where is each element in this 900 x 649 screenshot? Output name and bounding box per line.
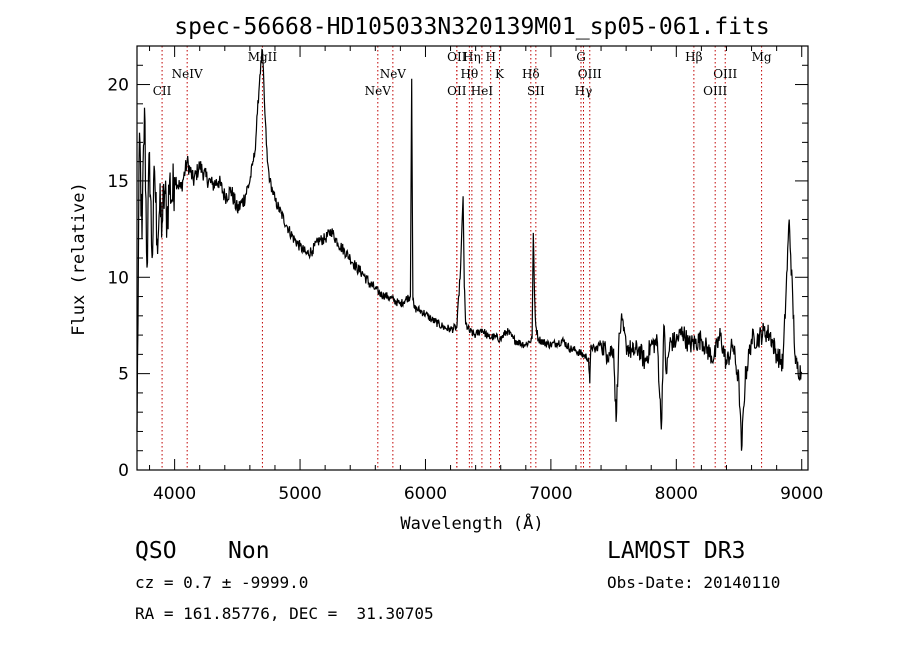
y-axis-label: Flux (relative) [69, 182, 89, 336]
x-tick-label: 7000 [529, 484, 572, 504]
x-tick-label: 4000 [153, 484, 196, 504]
x-tick-label: 5000 [278, 484, 321, 504]
y-tick-label: 10 [107, 268, 129, 288]
line-marker-label: OIII [578, 67, 602, 81]
object-class: QSO [135, 538, 177, 564]
y-tick-label: 0 [118, 461, 129, 481]
obs-date: Obs-Date: 20140110 [607, 573, 781, 592]
line-marker-label: SII [527, 84, 545, 98]
y-tick-label: 15 [107, 172, 129, 192]
line-marker-label: Hθ [461, 67, 479, 81]
object-subclass: Non [228, 538, 270, 564]
plot-frame [136, 45, 809, 471]
line-marker-label: HeI [471, 84, 494, 98]
survey-name: LAMOST DR3 [607, 538, 746, 564]
line-marker-label: NeIV [172, 67, 203, 81]
line-marker-label: NeV [365, 84, 392, 98]
x-tick-label: 8000 [655, 484, 698, 504]
redshift-info: cz = 0.7 ± -9999.0 [135, 573, 309, 592]
x-tick-label: 9000 [780, 484, 823, 504]
axes: 4000 5000 6000 7000 8000 9000 0 5 10 15 20 [107, 45, 823, 504]
line-marker-label: OII [447, 50, 467, 64]
line-marker-label: Hβ [685, 50, 702, 64]
chart-title: spec-56668-HD105033N320139M01_sp05-061.f… [174, 14, 769, 40]
line-marker-label: Hη [463, 50, 481, 64]
line-marker-label: OIII [713, 67, 737, 81]
line-marker-label: H [485, 50, 495, 64]
y-tick-label: 5 [118, 365, 129, 385]
line-marker-label: OIII [703, 84, 727, 98]
spectrum-line [136, 48, 803, 451]
x-axis-label: Wavelength (Å) [400, 512, 543, 534]
x-tick-label: 6000 [404, 484, 447, 504]
coordinates-info: RA = 161.85776, DEC = 31.30705 [135, 604, 434, 623]
line-marker-label: G [576, 50, 586, 64]
line-marker-label: Mg [752, 50, 772, 64]
line-marker-label: CII [153, 84, 172, 98]
line-marker-label: Hδ [522, 67, 540, 81]
line-marker-label: K [495, 67, 505, 81]
line-marker-label: OII [447, 84, 467, 98]
line-marker-label: Hγ [575, 84, 593, 98]
line-marker-label: NeV [380, 67, 407, 81]
y-tick-label: 20 [107, 76, 129, 96]
